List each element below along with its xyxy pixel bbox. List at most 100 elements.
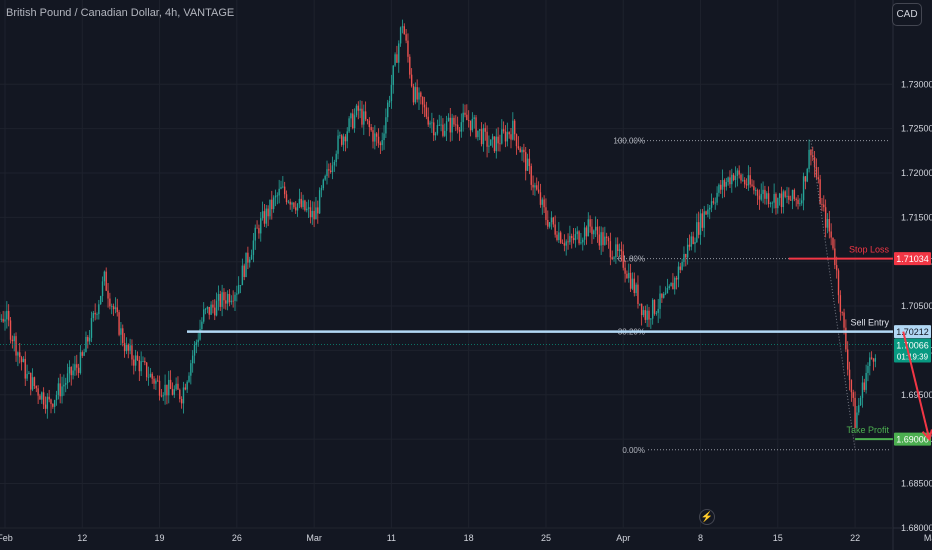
candle-body: [212, 304, 214, 308]
candle-body: [298, 198, 301, 204]
candle-body: [335, 153, 337, 162]
candle-body: [372, 130, 374, 142]
candle-body: [363, 111, 365, 125]
candle-body: [692, 236, 694, 245]
candle-body: [815, 167, 818, 178]
candle-body: [65, 383, 67, 385]
candle-body: [712, 201, 715, 203]
candle-body: [539, 192, 542, 205]
candle-body: [594, 226, 597, 231]
candle-body: [622, 251, 624, 268]
candle-body: [164, 384, 166, 396]
candle-body: [245, 252, 247, 278]
candle-body: [147, 377, 150, 378]
candle-body: [872, 358, 875, 362]
candle-body: [90, 318, 93, 338]
candle-body: [473, 117, 475, 119]
candle-body: [258, 228, 260, 234]
candle-body: [157, 380, 159, 382]
candle-body: [295, 207, 297, 211]
lightning-bolt-icon[interactable]: ⚡: [699, 509, 715, 525]
candle-body: [615, 244, 617, 258]
candle-body: [232, 300, 234, 302]
candle-body: [77, 367, 80, 373]
candle-body: [655, 312, 658, 314]
y-tick-label: 1.72500: [901, 124, 932, 134]
take-profit-line-label: Take Profit: [846, 425, 889, 435]
candle-body: [456, 124, 459, 130]
candle-body: [344, 136, 347, 142]
candle-body: [272, 197, 275, 210]
candle-body: [444, 130, 446, 136]
candle-body: [626, 273, 628, 279]
candle-body: [353, 115, 356, 129]
candle-body: [116, 307, 118, 313]
candle-body: [565, 241, 567, 246]
y-tick-label: 1.69500: [901, 390, 932, 400]
candle-body: [501, 129, 503, 144]
candle-body: [74, 364, 76, 371]
candle-body: [628, 272, 630, 279]
candle-body: [571, 236, 573, 239]
currency-button[interactable]: CAD: [892, 3, 922, 26]
candle-body: [858, 405, 860, 413]
candle-body: [751, 184, 753, 186]
candle-body: [169, 379, 172, 389]
candle-body: [784, 191, 786, 197]
candle-body: [30, 372, 32, 390]
candle-body: [125, 344, 128, 352]
candle-body: [291, 202, 293, 205]
candle-body: [559, 232, 562, 243]
candle-body: [534, 185, 536, 188]
candle-body: [561, 242, 564, 244]
candle-body: [852, 392, 854, 398]
candle-body: [543, 199, 545, 208]
candle-body: [436, 125, 439, 134]
x-tick-label: 19: [155, 533, 165, 543]
candle-body: [668, 286, 670, 289]
candle-body: [617, 244, 619, 251]
candle-body: [118, 312, 120, 335]
candle-body: [375, 133, 378, 137]
candle-body: [569, 236, 571, 243]
x-tick-label: 15: [773, 533, 783, 543]
candle-body: [530, 166, 532, 185]
candle-body: [777, 197, 779, 209]
candle-body: [72, 370, 74, 376]
candle-body: [331, 165, 334, 173]
candle-body: [609, 241, 612, 258]
candle-body: [762, 189, 764, 194]
candle-body: [160, 395, 163, 397]
candle-body: [423, 104, 426, 108]
candle-body: [563, 243, 566, 246]
candle-body: [306, 208, 308, 211]
candle-body: [285, 194, 288, 203]
candle-body: [646, 310, 648, 320]
candle-body: [302, 200, 304, 207]
candle-body: [817, 177, 819, 180]
candle-body: [788, 195, 790, 200]
candle-body: [352, 113, 354, 129]
candle-body: [63, 384, 65, 387]
candle-body: [68, 366, 71, 374]
candle-body: [804, 176, 807, 182]
y-tick-label: 1.68000: [901, 523, 932, 533]
candle-body: [515, 134, 518, 147]
candle-body: [317, 207, 319, 214]
candle-body: [835, 265, 838, 271]
candle-body: [374, 133, 376, 142]
candle-body: [180, 398, 183, 404]
candle-body: [168, 379, 170, 396]
candle-body: [556, 234, 558, 241]
candle-body: [228, 293, 231, 303]
candle-body: [276, 195, 279, 197]
fib-level-label: 100.00%: [613, 137, 645, 146]
candle-body: [249, 259, 251, 263]
candle-body: [425, 107, 428, 117]
candle-body: [517, 146, 520, 149]
candle-body: [226, 293, 229, 304]
candle-body: [197, 339, 199, 343]
candle-body: [394, 54, 396, 66]
candle-body: [732, 174, 735, 181]
